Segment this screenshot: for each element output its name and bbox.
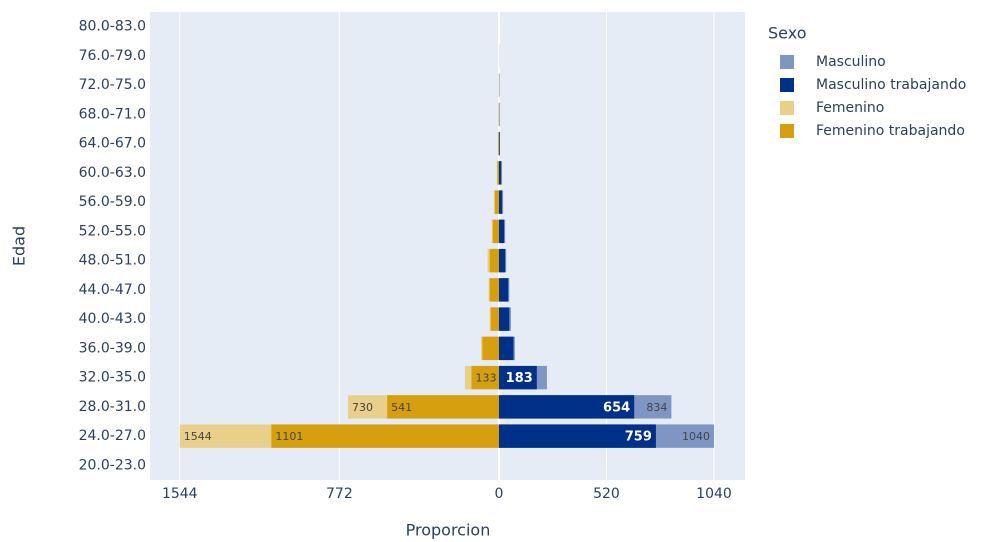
y-tick-label: 44.0-47.0 [79,282,146,298]
bar [498,161,502,185]
bar [498,307,510,331]
y-tick-label: 60.0-63.0 [79,165,146,181]
legend-label: Masculino [816,54,886,70]
bar [471,365,499,390]
value-label: 730 [352,401,373,414]
bar [489,248,499,273]
bar [271,424,499,448]
bar [489,278,499,302]
bar [498,102,500,127]
y-tick-label: 24.0-27.0 [79,428,146,444]
bar [482,336,499,361]
legend-label: Femenino [816,100,884,116]
y-tick-label: 32.0-35.0 [79,370,146,386]
y-tick-label: 36.0-39.0 [79,340,146,356]
legend-swatch [780,124,794,138]
value-label: 834 [646,401,667,414]
y-tick-label: 40.0-43.0 [79,311,146,327]
value-label: 133 [475,372,496,385]
x-tick-label: 772 [326,486,353,502]
bar [498,248,506,273]
value-label: 759 [625,430,652,445]
value-label: 541 [391,401,412,414]
y-tick-label: 80.0-83.0 [79,19,146,35]
bar [492,219,499,244]
legend-swatch [780,55,794,69]
bar [490,307,499,331]
bar [387,395,499,419]
bar [498,424,656,448]
y-tick-label: 68.0-71.0 [79,106,146,122]
y-tick-label: 76.0-79.0 [79,48,146,64]
value-label: 654 [603,400,630,415]
bar [498,219,505,244]
value-label: 183 [506,371,533,386]
x-axis-title: Proporcion [406,521,491,540]
x-tick-label: 1544 [162,486,198,502]
y-tick-label: 48.0-51.0 [79,253,146,269]
y-tick-label: 28.0-31.0 [79,399,146,415]
legend-label: Femenino trabajando [816,123,965,139]
bar [498,102,499,127]
y-tick-label: 20.0-23.0 [79,457,146,473]
bar [497,161,499,185]
y-tick-label: 56.0-59.0 [79,194,146,210]
x-tick-label: 0 [495,486,504,502]
x-tick-label: 520 [593,486,620,502]
y-tick-label: 52.0-55.0 [79,223,146,239]
bar [498,336,514,361]
bar [498,131,500,156]
bar [498,190,503,214]
y-tick-label: 64.0-67.0 [79,136,146,152]
y-tick-label: 72.0-75.0 [79,77,146,93]
bar [498,365,537,390]
legend-label: Masculino trabajando [816,77,966,93]
bar [498,131,499,156]
y-axis-title: Edad [10,226,29,266]
legend-title: Sexo [768,24,806,43]
x-tick-label: 1040 [696,486,732,502]
bar [494,190,499,214]
bar [498,395,635,419]
value-label: 1040 [682,430,710,443]
value-label: 1544 [184,430,212,443]
legend-swatch [780,78,794,92]
legend-swatch [780,101,794,115]
bar [498,278,509,302]
value-label: 1101 [275,430,303,443]
